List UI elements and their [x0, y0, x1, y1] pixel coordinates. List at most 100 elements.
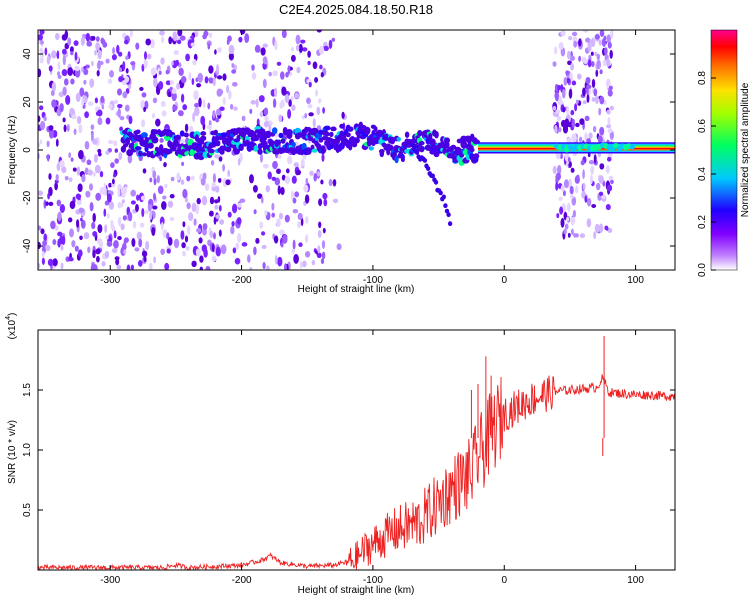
- spectrogram-noise-cell: [182, 188, 188, 199]
- spectrogram-noise-cell: [95, 192, 102, 201]
- spectrogram-noise-cell: [567, 156, 571, 163]
- spectrogram-noise-cell: [276, 61, 282, 66]
- spectrogram-noise-cell: [552, 105, 557, 111]
- spectrogram-noise-cell: [204, 183, 210, 191]
- spectrogram-noise-cell: [308, 112, 314, 117]
- spectrogram-noise-cell: [136, 231, 142, 240]
- spectrogram-noise-cell: [55, 138, 59, 147]
- spectrogram-noise-cell: [176, 39, 182, 45]
- spectrogram-noise-cell: [50, 90, 55, 97]
- spectrogram-noise-cell: [266, 265, 270, 270]
- spectrogram-noise-cell: [116, 44, 120, 54]
- spectrogram-noise-cell: [74, 51, 78, 61]
- spectrogram-core-cell: [444, 141, 450, 149]
- spectrogram-core-cell: [140, 132, 148, 138]
- spectrogram-noise-cell: [304, 113, 308, 119]
- spectrogram-noise-cell: [93, 153, 98, 163]
- spectrogram-noise-cell: [92, 212, 96, 223]
- spectrogram-core-cell: [233, 147, 240, 155]
- spectrogram-noise-cell: [166, 248, 171, 254]
- spectrogram-noise-cell: [336, 243, 342, 251]
- spectrogram-noise-cell: [599, 163, 605, 170]
- spectrogram-noise-cell: [96, 255, 100, 263]
- spectrogram-noise-cell: [286, 168, 290, 174]
- spectrogram-noise-cell: [45, 244, 51, 252]
- spectrogram-branch-cell: [446, 212, 451, 218]
- spectrogram-noise-cell: [38, 142, 41, 148]
- spectrogram-noise-cell: [164, 262, 170, 270]
- spectrogram-noise-cell: [48, 201, 54, 207]
- spectrogram-noise-cell: [105, 235, 109, 240]
- spectrogram-noise-cell: [290, 54, 296, 62]
- spectrogram-noise-cell: [126, 264, 131, 270]
- spectrogram-noise-cell: [72, 167, 77, 172]
- spectrogram-noise-cell: [40, 228, 45, 235]
- spectrogram-noise-cell: [222, 73, 227, 81]
- spectrogram-noise-cell: [113, 240, 119, 249]
- spectrogram-noise-cell: [225, 179, 231, 186]
- spectrogram-core-cell: [253, 145, 258, 152]
- spectrogram-noise-cell: [586, 93, 590, 103]
- spectrogram-noise-cell: [198, 97, 202, 108]
- spectrogram-noise-cell: [68, 257, 74, 262]
- spectrogram-noise-cell: [594, 51, 598, 57]
- spectrogram-noise-cell: [51, 99, 57, 108]
- spectrogram-noise-cell: [169, 194, 175, 199]
- spectrogram-noise-cell: [587, 152, 591, 158]
- spectrogram-noise-cell: [173, 238, 180, 249]
- spectrogram-noise-cell: [571, 133, 577, 143]
- spectrogram-noise-cell: [571, 31, 578, 37]
- spectrogram-noise-cell: [563, 76, 568, 86]
- spectrogram-noise-cell: [80, 36, 86, 46]
- spectrogram-noise-cell: [188, 212, 194, 222]
- spectrogram-noise-cell: [113, 99, 119, 105]
- spectrogram-noise-cell: [169, 80, 174, 85]
- spectrogram-core-cell: [200, 135, 207, 142]
- spectrogram-noise-cell: [124, 185, 128, 194]
- spectrogram-noise-cell: [586, 218, 592, 228]
- spectrogram-noise-cell: [230, 226, 235, 235]
- y-tick-label: 0: [22, 147, 33, 153]
- spectrogram-core-cell: [216, 135, 224, 140]
- spectrogram-noise-cell: [111, 178, 115, 185]
- spectrogram-noise-cell: [322, 192, 328, 200]
- spectrogram-noise-cell: [128, 84, 132, 90]
- spectrogram-noise-cell: [585, 37, 591, 43]
- spectrogram-noise-cell: [305, 216, 309, 224]
- spectrogram-noise-cell: [341, 111, 345, 119]
- spectrogram-noise-cell: [322, 107, 325, 114]
- spectrogram-noise-cell: [598, 191, 604, 196]
- spectrogram-noise-cell: [303, 184, 309, 193]
- spectrogram-noise-cell: [317, 245, 321, 254]
- spectrogram-noise-cell: [197, 72, 204, 83]
- spectrogram-noise-cell: [143, 255, 147, 263]
- spectrogram-noise-cell: [134, 247, 140, 252]
- spectrogram-noise-cell: [264, 209, 268, 216]
- spectrogram-noise-cell: [304, 251, 311, 258]
- spectrogram-noise-cell: [48, 125, 54, 131]
- spectrogram-noise-cell: [106, 213, 110, 219]
- spectrogram-core-cell: [301, 142, 307, 151]
- colorbar-tick-label: 0.8: [697, 71, 708, 85]
- spectrogram-noise-cell: [262, 43, 268, 48]
- spectrogram-noise-cell: [86, 40, 92, 47]
- spectrogram-noise-cell: [54, 225, 59, 232]
- spectrogram-noise-cell: [165, 80, 172, 86]
- spectrogram-noise-cell: [259, 111, 264, 118]
- spectrogram-noise-cell: [181, 242, 186, 249]
- spectrogram-noise-cell: [215, 117, 220, 123]
- spectrogram-noise-cell: [116, 88, 123, 96]
- spectrogram-noise-cell: [91, 221, 96, 230]
- spectrogram-noise-cell: [213, 232, 216, 240]
- spectrogram-branch-cell: [438, 190, 443, 196]
- spectrogram-noise-cell: [578, 38, 582, 47]
- spectrogram-noise-cell: [39, 47, 43, 53]
- spectrogram-noise-cell: [64, 175, 69, 181]
- spectrogram-noise-cell: [278, 212, 284, 220]
- spectrogram-noise-cell: [129, 30, 133, 38]
- spectrogram-noise-cell: [106, 240, 113, 247]
- spectrogram-noise-cell: [39, 57, 44, 64]
- spectrogram-noise-cell: [57, 211, 62, 222]
- snr-x-ticks: -300 -200 -100 0 100: [100, 330, 644, 586]
